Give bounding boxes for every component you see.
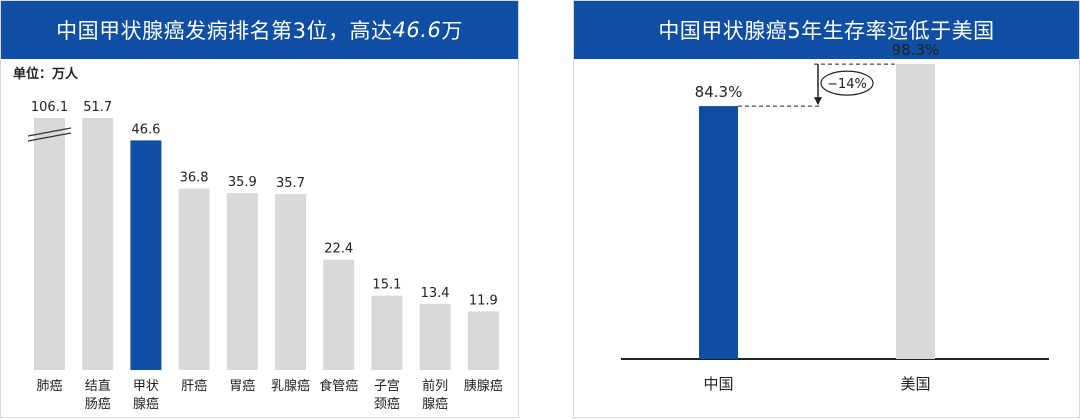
value-label-9: 11.9	[469, 293, 498, 308]
value-label-0: 84.3%	[695, 83, 743, 101]
unit-label: 单位：万人	[13, 67, 79, 82]
bar-0	[699, 106, 738, 359]
category-label-7-0: 子宫	[374, 379, 400, 394]
category-label-3-0: 肝癌	[181, 378, 207, 394]
right-chart-panel: 中国甲状腺癌5年生存率远低于美国 84.3% 中国 98.3% 美国 −14%	[573, 0, 1080, 418]
value-label-4: 35.9	[228, 175, 257, 190]
value-label-5: 35.7	[276, 176, 305, 191]
value-label-1: 51.7	[83, 100, 112, 115]
category-label-8-0: 前列	[422, 378, 448, 394]
category-label-6-0: 食管癌	[319, 378, 358, 394]
bar-7	[371, 295, 403, 370]
bar-1	[896, 64, 935, 359]
left-title-text: 中国甲状腺癌发病排名第3位，高达	[56, 19, 393, 43]
bar-4	[226, 193, 258, 370]
bar-1	[82, 117, 114, 370]
category-label-9-0: 胰腺癌	[464, 378, 503, 394]
difference-ellipse	[820, 70, 874, 96]
bar-8	[419, 303, 451, 370]
bar-6	[323, 259, 355, 370]
category-label-1-1: 肠癌	[85, 396, 111, 412]
difference-label: −14%	[827, 77, 867, 92]
axis-break-mark-b	[27, 132, 72, 142]
bar-5	[275, 194, 306, 370]
category-label-0: 中国	[703, 375, 733, 393]
left-chart-title: 中国甲状腺癌发病排名第3位，高达 46.6 万	[1, 1, 518, 59]
category-label-2-1: 腺癌	[133, 396, 159, 412]
value-label-0: 106.1	[31, 100, 68, 115]
value-label-1: 98.3%	[892, 41, 940, 59]
right-chart-title: 中国甲状腺癌5年生存率远低于美国	[574, 1, 1079, 59]
category-label-0-0: 肺癌	[36, 378, 62, 394]
category-label-5-0: 乳腺癌	[271, 378, 310, 394]
category-label-1-0: 结直	[85, 379, 111, 394]
bar-9	[467, 311, 499, 370]
category-label-1: 美国	[900, 375, 930, 393]
category-label-8-1: 腺癌	[422, 396, 448, 412]
value-label-6: 22.4	[324, 242, 353, 257]
left-chart-panel: 中国甲状腺癌发病排名第3位，高达 46.6 万 单位：万人 106.1 肺癌 51.7 结…	[0, 0, 519, 418]
category-label-2-0: 甲状	[133, 379, 159, 394]
bar-2	[130, 140, 162, 370]
right-bar-chart: 84.3% 中国 98.3% 美国 −14%	[621, 41, 1049, 393]
axis-break-mark-a	[27, 127, 72, 137]
bar-3	[178, 188, 210, 370]
category-label-7-1: 颈癌	[374, 396, 400, 412]
value-label-2: 46.6	[131, 122, 160, 137]
value-label-3: 36.8	[180, 171, 209, 186]
value-label-8: 13.4	[421, 286, 450, 301]
value-label-7: 15.1	[372, 278, 401, 293]
arrow-head	[814, 97, 822, 106]
category-label-4-0: 胃癌	[229, 378, 255, 394]
left-title-suffix: 万	[441, 19, 463, 43]
left-title-highlight: 46.6	[392, 18, 442, 42]
bar-0	[34, 117, 65, 370]
